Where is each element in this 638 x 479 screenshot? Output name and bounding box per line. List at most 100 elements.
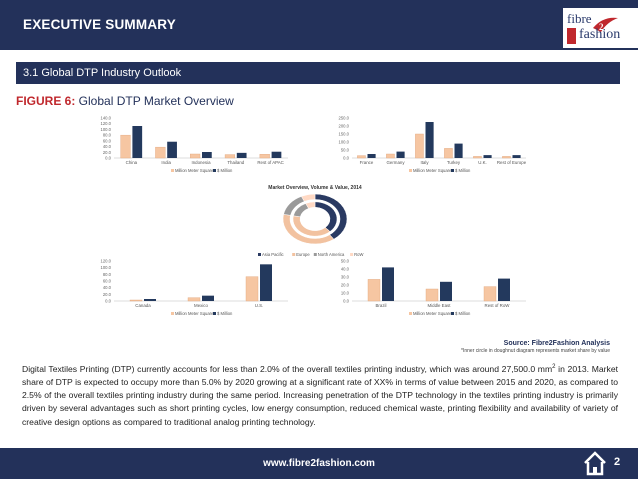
bar [473,156,482,159]
legend-label-volume: Million Meter Square [175,311,214,316]
bar [386,153,395,159]
legend-label-value: $ Million [217,311,233,316]
y-tick-label: 40.0 [341,267,350,272]
legend-swatch-value [451,169,454,172]
fibre2fashion-logo[interactable]: 2 fibre fashion [563,8,638,48]
doughnut-slice [305,201,316,209]
bar [155,146,166,159]
bar [483,155,492,158]
chart-global-doughnut: Market Overview, Volume & Value, 2014 Asi… [230,182,400,260]
y-tick-label: 200.0 [339,124,350,129]
x-tick-label: France [360,160,374,165]
legend-swatch-value [213,312,216,315]
bar [132,126,143,158]
y-tick-label: 30.0 [341,275,350,280]
x-tick-label: Middle East [428,303,452,308]
y-tick-label: 0.0 [105,299,111,304]
bar [236,152,247,158]
y-tick-label: 50.0 [341,148,350,153]
chart-europe: 0.0 50.0 100.0 150.0 200.0 250.0 France Germany… [330,115,530,183]
legend-label: Asia Pacific [262,252,284,257]
bar [259,154,270,159]
bar [357,155,366,159]
bar [260,264,272,301]
section-title: 3.1 Global DTP Industry Outlook [23,67,182,79]
section-bar: 3.1 Global DTP Industry Outlook [16,62,620,84]
bar [144,299,156,301]
bar [454,143,463,158]
home-icon[interactable] [582,450,608,476]
x-tick-label: Turkey [447,160,461,165]
legend-swatch-volume [171,169,174,172]
y-tick-label: 100.0 [339,140,350,145]
chart-apac: 0.0 20.0 40.0 60.0 80.0 100.0 120.0 140.0 China I… [92,115,292,183]
doughnut-slice [292,215,331,237]
logo-swoosh-icon: 2 [567,17,618,44]
legend-label: Europe [296,252,310,257]
logo-number: 2 [599,22,604,32]
bar [425,288,439,302]
y-tick-label: 0.0 [105,156,111,161]
y-tick-label: 20.0 [341,283,350,288]
bar [444,148,453,159]
x-tick-label: India [161,160,171,165]
y-tick-label: 40.0 [103,144,112,149]
y-tick-label: 100.0 [101,265,112,270]
figure-title: Global DTP Market Overview [75,94,234,108]
x-tick-label: Canada [135,303,151,308]
legend-swatch-volume [409,312,412,315]
logo-text-top: fibre [567,11,592,26]
x-tick-label: U.K. [478,160,487,165]
bar [502,156,511,159]
legend-swatch [313,253,317,256]
legend-label-volume: Million Meter Square [413,168,452,173]
legend-swatch-value [451,312,454,315]
y-tick-label: 80.0 [103,272,112,277]
legend-swatch-volume [409,169,412,172]
source-text: Source: Fibre2Fashion Analysis [503,340,610,347]
x-tick-label: Rest of Europe [497,160,527,165]
legend-label-value: $ Million [455,311,471,316]
bar [271,151,282,158]
y-tick-label: 120.0 [101,259,112,264]
bar [512,155,521,158]
legend-label-value: $ Million [217,168,233,173]
y-tick-label: 0.0 [343,156,349,161]
page-title: EXECUTIVE SUMMARY [23,17,176,32]
logo-text-bottom: fashion [579,27,621,42]
bar [367,154,376,158]
y-tick-label: 140.0 [101,116,112,121]
y-tick-label: 20.0 [103,150,112,155]
y-tick-label: 60.0 [103,279,112,284]
doughnut-title: Market Overview, Volume & Value, 2014 [268,185,362,191]
bar [187,297,201,302]
bar [367,279,381,302]
chart-north-america: 0.0 20.0 40.0 60.0 80.0 100.0 120.0 Canada Mexic… [92,258,292,326]
x-tick-label: Rest of RoW [485,303,511,308]
y-tick-label: 120.0 [101,121,112,126]
legend-label-volume: Million Meter Square [175,168,214,173]
x-tick-label: Thailand [227,160,244,165]
paragraph-part-1: Digital Textiles Printing (DTP) currentl… [22,363,553,374]
x-tick-label: Rest of APAC [257,160,284,165]
bar [202,295,214,301]
bar [415,133,424,159]
bar [498,278,510,301]
figure-label: FIGURE 6: [16,94,76,108]
y-tick-label: 0.0 [343,299,349,304]
summary-paragraph: Digital Textiles Printing (DTP) currentl… [22,361,618,429]
y-tick-label: 10.0 [341,291,350,296]
legend-label-value: $ Million [455,168,471,173]
legend-swatch-volume [171,312,174,315]
bar [483,286,497,302]
legend-label-volume: Million Meter Square [413,311,452,316]
bar [382,267,394,301]
bar [396,151,405,158]
legend-swatch [258,253,261,256]
source-note: *Inner circle in doughnut diagram repres… [461,348,610,354]
bar [129,299,143,302]
page-number: 2 [614,456,621,468]
bar [202,152,212,158]
figure-caption: FIGURE 6: Global DTP Market Overview [16,94,234,108]
footer-url[interactable]: www.fibre2fashion.com [263,458,375,469]
